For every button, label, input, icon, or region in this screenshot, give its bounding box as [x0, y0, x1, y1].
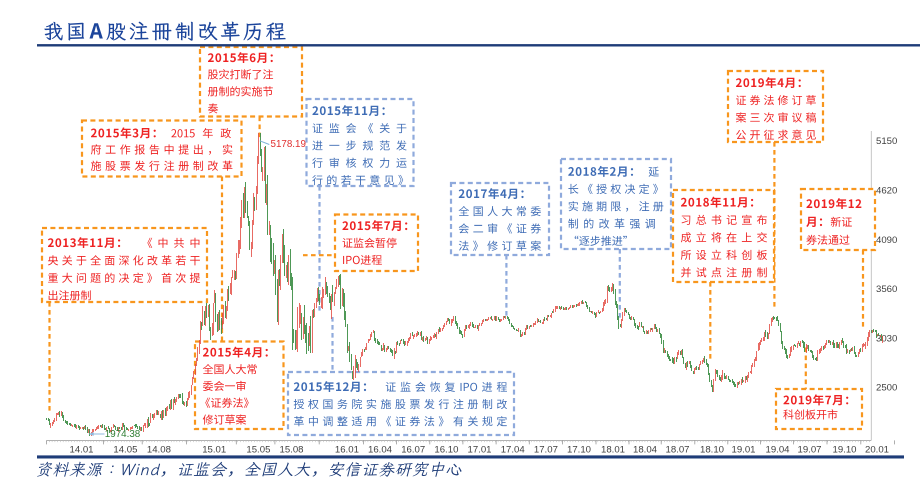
- svg-text:14.01: 14.01: [69, 444, 93, 455]
- svg-text:5150: 5150: [876, 136, 897, 147]
- svg-text:5178.19: 5178.19: [271, 139, 306, 150]
- svg-text:19.04: 19.04: [765, 444, 790, 455]
- svg-text:15.05: 15.05: [246, 444, 270, 455]
- svg-text:15.08: 15.08: [279, 444, 303, 455]
- svg-text:4090: 4090: [876, 235, 897, 246]
- svg-text:18.04: 18.04: [633, 444, 658, 455]
- svg-text:16.01: 16.01: [335, 444, 359, 455]
- svg-text:15.01: 15.01: [202, 444, 226, 455]
- svg-text:16.10: 16.10: [434, 444, 458, 455]
- svg-text:17.10: 17.10: [567, 444, 591, 455]
- svg-text:20.01: 20.01: [865, 444, 889, 455]
- svg-text:18.01: 18.01: [601, 444, 625, 455]
- svg-text:17.01: 17.01: [467, 444, 491, 455]
- svg-text:3560: 3560: [876, 284, 897, 295]
- svg-text:4620: 4620: [876, 186, 897, 197]
- svg-text:16.07: 16.07: [401, 444, 425, 455]
- svg-text:17.07: 17.07: [534, 444, 558, 455]
- svg-text:19.07: 19.07: [797, 444, 821, 455]
- svg-text:17.04: 17.04: [501, 444, 526, 455]
- svg-text:14.05: 14.05: [113, 444, 137, 455]
- svg-text:19.01: 19.01: [731, 444, 755, 455]
- svg-text:2500: 2500: [876, 383, 897, 394]
- svg-text:18.10: 18.10: [700, 444, 724, 455]
- svg-text:16.04: 16.04: [368, 444, 393, 455]
- svg-text:3030: 3030: [876, 333, 897, 344]
- svg-text:1974.38: 1974.38: [105, 429, 141, 440]
- svg-text:19.10: 19.10: [832, 444, 856, 455]
- svg-text:18.07: 18.07: [665, 444, 689, 455]
- svg-text:14.08: 14.08: [147, 444, 171, 455]
